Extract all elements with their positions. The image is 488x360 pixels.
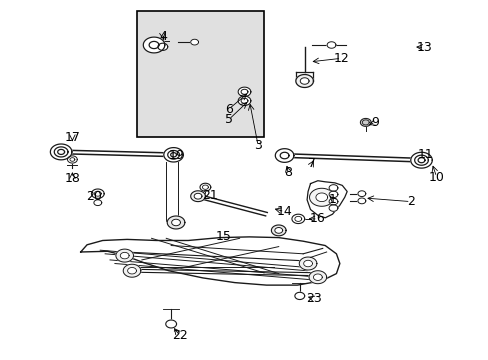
Polygon shape (328, 191, 337, 198)
Polygon shape (280, 152, 288, 159)
Polygon shape (306, 181, 346, 218)
Text: 4: 4 (159, 30, 166, 42)
Polygon shape (360, 118, 370, 126)
Text: 23: 23 (305, 292, 321, 305)
Text: 5: 5 (224, 113, 232, 126)
Polygon shape (417, 158, 424, 163)
Text: 16: 16 (309, 212, 325, 225)
Polygon shape (91, 189, 104, 198)
Polygon shape (54, 147, 68, 157)
Text: 19: 19 (169, 149, 184, 162)
Polygon shape (190, 191, 205, 202)
Polygon shape (357, 191, 365, 197)
Polygon shape (127, 267, 136, 274)
Text: 3: 3 (254, 139, 262, 152)
Text: 9: 9 (371, 116, 379, 129)
Text: 14: 14 (276, 205, 292, 218)
Polygon shape (241, 89, 247, 94)
Polygon shape (362, 120, 368, 125)
Polygon shape (158, 43, 167, 50)
Polygon shape (271, 225, 285, 236)
Polygon shape (295, 75, 313, 87)
Polygon shape (149, 41, 159, 49)
Bar (137, 11, 264, 137)
Polygon shape (294, 292, 304, 300)
Text: 22: 22 (172, 329, 187, 342)
Polygon shape (328, 205, 337, 211)
Polygon shape (414, 155, 427, 165)
Polygon shape (294, 216, 301, 221)
Polygon shape (171, 219, 180, 226)
Polygon shape (94, 200, 102, 206)
Polygon shape (300, 78, 308, 84)
Polygon shape (58, 149, 64, 154)
Text: 13: 13 (416, 41, 431, 54)
Polygon shape (309, 188, 333, 206)
Polygon shape (315, 193, 327, 202)
Polygon shape (202, 185, 208, 189)
Text: 10: 10 (428, 171, 444, 184)
Text: 21: 21 (202, 189, 218, 202)
Text: 8: 8 (284, 166, 292, 179)
Text: 6: 6 (224, 103, 232, 116)
Text: 7: 7 (307, 157, 315, 170)
Text: 1: 1 (328, 193, 336, 206)
Text: 20: 20 (86, 190, 102, 203)
Polygon shape (299, 257, 316, 270)
Polygon shape (313, 274, 322, 280)
Polygon shape (238, 96, 250, 105)
Polygon shape (357, 198, 365, 204)
Polygon shape (70, 158, 75, 161)
Polygon shape (167, 216, 184, 229)
Polygon shape (170, 153, 176, 157)
Text: 17: 17 (64, 131, 80, 144)
Polygon shape (143, 37, 164, 53)
Polygon shape (328, 185, 337, 191)
Polygon shape (163, 148, 183, 162)
Polygon shape (165, 320, 176, 328)
Polygon shape (200, 183, 210, 191)
Polygon shape (120, 252, 129, 259)
Polygon shape (194, 193, 202, 199)
Text: 15: 15 (216, 230, 231, 243)
Polygon shape (275, 149, 293, 162)
Text: 2: 2 (406, 195, 414, 208)
Polygon shape (291, 214, 304, 224)
Polygon shape (50, 144, 72, 160)
Text: 18: 18 (64, 172, 80, 185)
Polygon shape (303, 260, 312, 267)
Polygon shape (328, 198, 337, 205)
Polygon shape (410, 152, 431, 168)
Polygon shape (167, 150, 179, 159)
Polygon shape (81, 237, 339, 285)
Polygon shape (116, 249, 133, 262)
Text: 11: 11 (417, 148, 432, 161)
Polygon shape (274, 228, 282, 233)
Polygon shape (238, 87, 250, 96)
Polygon shape (67, 156, 77, 163)
Polygon shape (241, 98, 247, 103)
Polygon shape (123, 264, 141, 277)
Polygon shape (190, 39, 198, 45)
Polygon shape (308, 271, 326, 284)
Polygon shape (326, 42, 335, 48)
Polygon shape (94, 191, 101, 196)
Text: 12: 12 (333, 52, 348, 65)
